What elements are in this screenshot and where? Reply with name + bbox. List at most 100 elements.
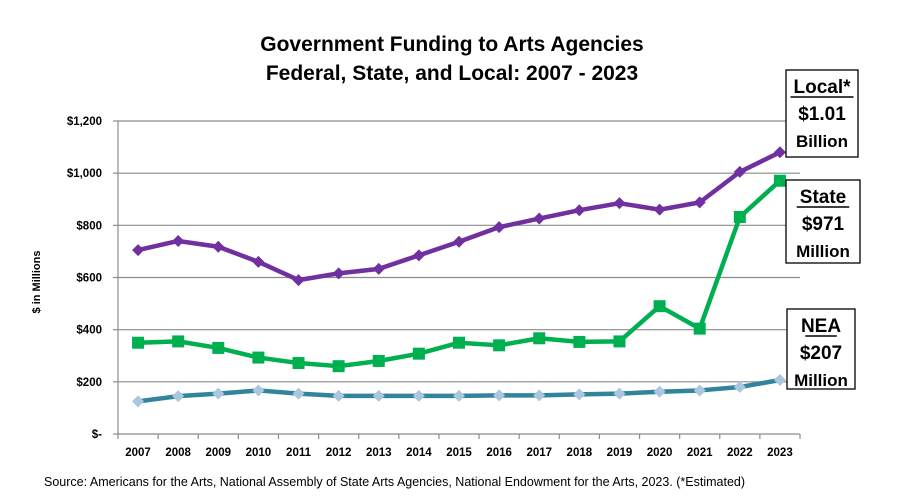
x-tick-label: 2007: [125, 447, 151, 459]
y-tick-label: $800: [76, 220, 102, 232]
x-tick-label: 2014: [406, 447, 432, 459]
data-point-local: [573, 204, 586, 217]
data-point-local: [693, 196, 706, 209]
y-tick-label: $1,200: [67, 116, 102, 128]
data-point-nea: [172, 390, 185, 403]
data-point-state: [453, 336, 465, 349]
data-point-state: [573, 335, 586, 348]
data-point-local: [653, 203, 666, 216]
annotation-local: Local* $1.01 Billion: [785, 69, 859, 158]
data-point-state: [172, 335, 185, 348]
x-tick-label: 2009: [205, 447, 231, 459]
data-point-local: [412, 249, 425, 262]
x-tick-label: 2013: [366, 447, 392, 459]
data-point-state: [212, 341, 225, 354]
y-axis-label: $ in Millions: [31, 251, 43, 314]
data-point-nea: [693, 384, 706, 397]
x-tick-label: 2010: [246, 447, 272, 459]
x-tick-labels: 2007 2008 2009 2010 2011 2012 2013 2014 2015 2016…: [125, 447, 792, 459]
data-point-local: [172, 234, 185, 247]
x-tick-label: 2019: [607, 447, 633, 459]
series-local: [132, 146, 786, 287]
x-tick-label: 2018: [567, 447, 593, 459]
data-point-local: [773, 146, 786, 159]
data-point-state: [733, 210, 746, 223]
data-point-state: [412, 347, 425, 360]
data-point-state: [493, 339, 506, 352]
series-lines: [132, 146, 786, 408]
annotation-text: Local*: [793, 77, 851, 98]
annotation-box: [785, 69, 859, 158]
data-point-nea: [533, 389, 546, 402]
data-point-state: [292, 357, 305, 370]
data-point-local: [212, 240, 225, 253]
annotation-nea: NEA $207 Million: [786, 308, 856, 390]
x-tick-label: 2015: [446, 447, 472, 459]
annotation-box: [785, 179, 861, 264]
annotation-text: $971: [802, 214, 845, 235]
annotation-text: Million: [796, 242, 850, 261]
data-point-state: [372, 354, 385, 367]
x-tick-label: 2017: [526, 447, 552, 459]
x-tick-label: 2008: [165, 447, 191, 459]
data-point-nea: [332, 389, 345, 402]
y-tick-label: $200: [76, 377, 102, 389]
data-point-local: [533, 212, 546, 225]
data-point-nea: [733, 381, 746, 394]
data-point-local: [292, 274, 305, 287]
series-state: [132, 174, 786, 373]
data-point-local: [493, 221, 506, 234]
data-point-local: [372, 262, 385, 275]
annotation-box: [786, 308, 856, 390]
data-point-nea: [613, 387, 626, 400]
annotation-text: Million: [794, 371, 848, 390]
x-tick-label: 2023: [767, 447, 793, 459]
data-point-state: [252, 351, 265, 364]
data-point-nea: [493, 389, 506, 402]
data-point-state: [132, 336, 145, 349]
data-point-nea: [412, 389, 425, 402]
y-tick-label: $400: [76, 325, 102, 337]
y-tick-labels: $- $200 $400 $600 $800 $1,000 $1,200: [67, 116, 102, 441]
data-point-nea: [573, 388, 586, 401]
series-line-local: [137, 150, 781, 283]
y-tick-label: $-: [92, 429, 102, 441]
data-point-state: [653, 300, 666, 313]
source-note: Source: Americans for the Arts, National…: [44, 475, 745, 489]
data-point-state: [613, 335, 626, 348]
x-tick-label: 2016: [486, 447, 512, 459]
data-point-state: [332, 360, 345, 373]
data-point-nea: [252, 384, 265, 397]
data-point-local: [733, 165, 746, 178]
annotation-text: State: [800, 187, 846, 208]
chart-subtitle: Federal, State, and Local: 2007 - 2023: [266, 62, 638, 85]
annotation-text: $207: [800, 343, 842, 364]
y-tick-label: $600: [76, 273, 102, 285]
x-tick-label: 2011: [286, 447, 312, 459]
data-point-nea: [453, 389, 465, 402]
gridlines: [113, 120, 801, 439]
annotation-text: $1.01: [798, 104, 846, 125]
data-point-nea: [132, 395, 145, 408]
data-point-state: [533, 332, 546, 345]
annotation-state: State $971 Million: [785, 179, 861, 264]
series-nea: [132, 374, 786, 408]
data-point-nea: [372, 389, 385, 402]
x-tick-label: 2022: [727, 447, 753, 459]
data-point-local: [453, 235, 465, 248]
data-point-nea: [212, 387, 225, 400]
x-tick-label: 2012: [326, 447, 352, 459]
annotation-text: Billion: [796, 132, 848, 151]
annotation-text: NEA: [801, 316, 841, 337]
data-point-local: [132, 244, 145, 257]
x-tick-label: 2020: [647, 447, 673, 459]
data-point-nea: [773, 374, 786, 387]
data-point-local: [252, 255, 265, 268]
chart-title: Government Funding to Arts Agencies: [260, 33, 643, 56]
annotations: Local* $1.01 Billion State $971 Million NEA $20…: [785, 69, 861, 390]
data-point-nea: [653, 385, 666, 398]
y-tick-label: $1,000: [67, 168, 102, 180]
data-point-state: [693, 322, 706, 335]
data-point-local: [613, 197, 626, 210]
